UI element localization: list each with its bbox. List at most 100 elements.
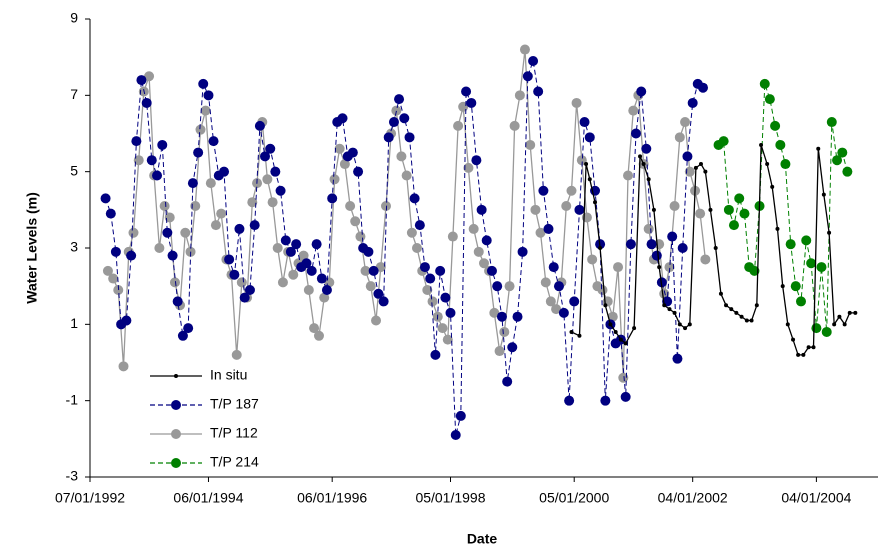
data-point <box>613 262 624 273</box>
data-point <box>718 136 729 147</box>
data-point <box>674 132 685 143</box>
data-point <box>388 117 399 128</box>
data-point <box>118 361 129 372</box>
data-point <box>775 139 786 150</box>
data-point <box>744 318 749 323</box>
data-point <box>625 239 636 250</box>
data-point <box>698 82 709 93</box>
data-point <box>437 323 448 334</box>
data-point <box>672 353 683 364</box>
data-point <box>597 284 608 295</box>
data-point <box>219 166 230 177</box>
data-point <box>806 345 811 350</box>
data-point <box>724 303 729 308</box>
data-point <box>442 334 453 345</box>
data-point <box>126 250 137 261</box>
data-point <box>576 155 587 166</box>
data-point <box>759 78 770 89</box>
data-point <box>672 310 677 315</box>
x-tick-label: 04/01/2004 <box>781 490 851 506</box>
data-point <box>321 284 332 295</box>
data-point <box>471 155 482 166</box>
data-point <box>365 281 376 292</box>
data-point <box>806 258 817 269</box>
y-axis-title: Water Levels (m) <box>24 192 40 304</box>
data-point <box>790 281 801 292</box>
data-point <box>561 201 572 212</box>
data-point <box>404 132 415 143</box>
data-point <box>210 220 221 231</box>
data-point <box>355 231 366 242</box>
data-point <box>677 243 688 253</box>
data-point <box>152 170 163 181</box>
data-point <box>216 208 227 219</box>
data-point <box>249 220 260 231</box>
data-point <box>427 296 438 307</box>
data-point <box>489 307 500 318</box>
data-point <box>360 265 371 276</box>
data-point <box>236 277 247 288</box>
data-point <box>723 204 734 215</box>
data-point <box>401 170 412 181</box>
y-tick-label: 7 <box>70 86 78 102</box>
data-point <box>853 310 858 315</box>
data-point <box>430 349 441 360</box>
x-tick-label: 04/01/2002 <box>658 490 728 506</box>
data-point <box>167 250 178 261</box>
data-point <box>200 105 211 116</box>
data-point <box>231 349 242 360</box>
data-point <box>796 352 801 357</box>
data-point <box>479 258 489 269</box>
data-point <box>419 262 430 273</box>
data-point <box>164 212 175 223</box>
data-point <box>739 208 750 219</box>
data-point <box>288 269 299 280</box>
data-point <box>842 322 847 327</box>
data-point <box>172 296 183 307</box>
data-point <box>816 146 821 151</box>
data-point <box>517 246 528 257</box>
data-point <box>641 162 646 167</box>
data-point <box>641 143 652 154</box>
data-point <box>623 341 628 346</box>
data-point <box>821 192 826 197</box>
data-point <box>486 265 497 276</box>
data-point <box>327 193 338 204</box>
data-point <box>535 227 546 238</box>
data-point <box>468 223 479 234</box>
data-point <box>270 166 281 177</box>
data-point <box>657 265 662 270</box>
data-point <box>623 170 634 181</box>
data-point <box>466 97 477 108</box>
data-point <box>455 410 466 421</box>
data-point <box>770 120 781 131</box>
data-point <box>842 166 853 177</box>
data-point <box>190 201 201 212</box>
data-point <box>533 86 544 97</box>
data-point <box>198 78 209 89</box>
data-point <box>667 231 678 242</box>
data-point <box>545 296 556 307</box>
data-point <box>700 254 711 265</box>
legend-marker <box>171 429 181 439</box>
data-point <box>187 178 198 189</box>
data-point <box>285 246 296 257</box>
data-point <box>821 326 832 337</box>
data-point <box>693 165 698 170</box>
data-point <box>319 292 330 303</box>
data-point <box>837 147 848 158</box>
data-point <box>687 97 698 108</box>
data-point <box>450 430 461 441</box>
data-point <box>414 220 425 231</box>
data-point <box>683 326 688 331</box>
x-tick-label: 06/01/1994 <box>173 490 243 506</box>
data-point <box>811 323 822 334</box>
data-point <box>558 307 569 318</box>
legend-label: T/P 187 <box>210 396 259 412</box>
data-point <box>277 277 288 288</box>
data-point <box>618 372 629 383</box>
data-point <box>311 239 322 250</box>
data-point <box>159 201 170 212</box>
data-point <box>144 71 155 82</box>
